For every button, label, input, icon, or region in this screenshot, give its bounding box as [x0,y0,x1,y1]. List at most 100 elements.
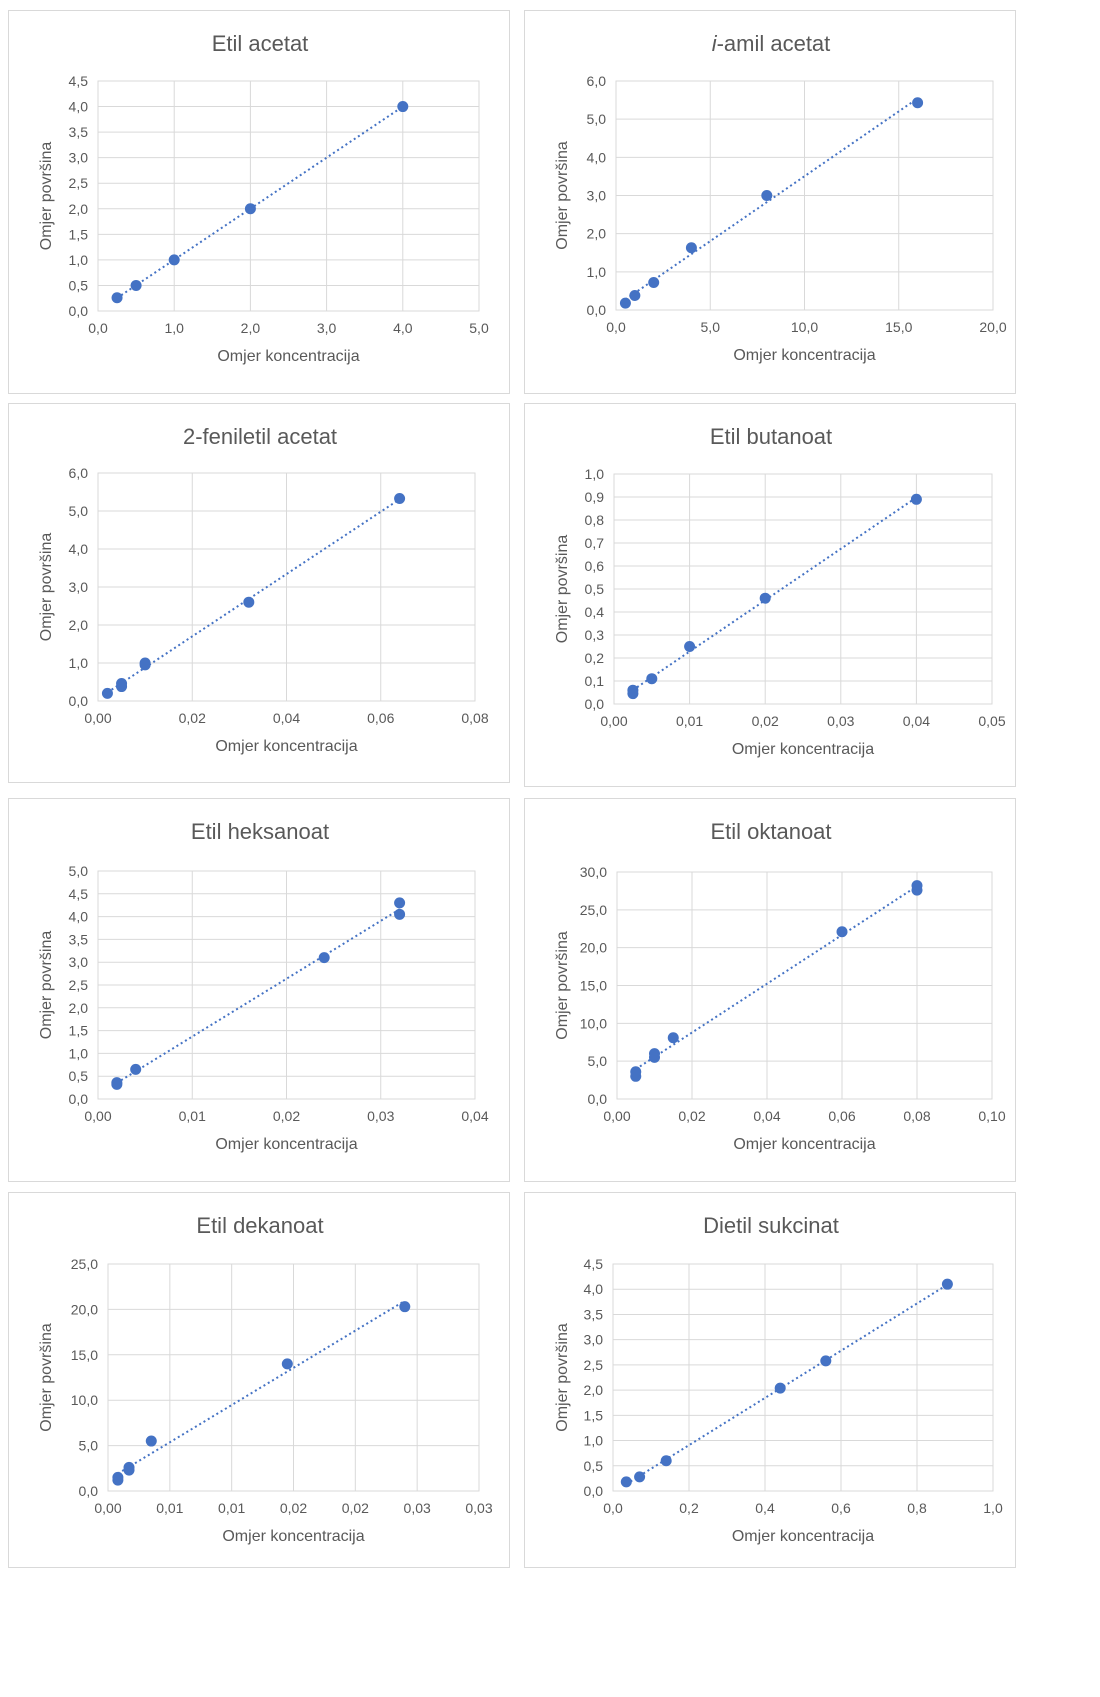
chart-panel: Dietil sukcinat 0,0 0,2 0,4 0,6 0,8 1,0 0,0 0,5 1… [524,1192,1016,1568]
x-tick-label: 0,08 [461,710,488,726]
data-point [634,1471,646,1483]
chart-panel: 2-feniletil acetat 0,00 0,02 0,04 0,06 0,08 0,… [8,403,510,783]
data-point [619,297,631,309]
x-axis-label: Omjer koncentracija [222,1528,364,1545]
x-tick-label: 0,01 [218,1500,245,1516]
y-tick-label: 0,0 [585,696,605,712]
y-axis-label: Omjer površina [554,931,571,1040]
chart-title: Etil heksanoat [191,819,329,844]
y-tick-label: 3,5 [69,124,89,140]
y-tick-label: 0,5 [585,581,605,597]
data-point [685,242,697,254]
y-tick-label: 2,0 [584,1382,604,1398]
data-point [646,673,658,685]
y-tick-label: 0,5 [584,1458,604,1474]
x-tick-label: 1,0 [164,320,184,336]
y-tick-label: 5,0 [79,1438,99,1454]
chart-panel: Etil oktanoat 0,00 0,02 0,04 0,06 0,08 0,10 0,0… [524,798,1016,1182]
chart-title-text: Etil oktanoat [710,819,831,844]
data-point [394,897,406,909]
y-tick-label: 5,0 [69,863,89,879]
x-tick-label: 1,0 [983,1500,1003,1516]
data-point [145,1435,157,1447]
data-point [244,203,256,215]
chart-svg: Etil butanoat 0,00 0,01 0,02 0,03 0,04 0,05 0,0… [554,424,1006,758]
data-point [911,880,923,892]
x-tick-label: 0,04 [753,1108,780,1124]
y-tick-label: 3,0 [69,954,89,970]
data-point [761,190,773,201]
x-tick-label: 0,02 [342,1500,369,1516]
data-point [620,1476,632,1488]
x-axis-label: Omjer koncentracija [733,347,875,364]
y-tick-label: 2,0 [587,226,607,242]
chart-title-text: Etil heksanoat [191,819,329,844]
y-tick-label: 0,1 [585,673,605,689]
y-tick-label: 0,0 [69,693,89,709]
chart-svg: Etil oktanoat 0,00 0,02 0,04 0,06 0,08 0,10 0,0… [554,819,1006,1153]
x-axis-label: Omjer koncentracija [732,741,874,758]
y-tick-label: 0,0 [587,302,607,318]
chart-panel: i-amil acetat 0,0 5,0 10,0 15,0 20,0 0,0 1,0 2,0… [524,10,1016,394]
trendline [625,1283,948,1485]
x-tick-label: 0,02 [179,710,206,726]
y-tick-label: 1,5 [69,226,89,242]
x-tick-label: 5,0 [469,320,489,336]
plot-area [97,870,476,1100]
x-tick-label: 0,02 [280,1500,307,1516]
chart-title: Etil butanoat [710,424,832,449]
y-tick-label: 3,5 [584,1306,604,1322]
plot-area [616,871,993,1100]
y-tick-label: 0,8 [585,512,605,528]
y-axis-label: Omjer površina [554,1323,571,1432]
x-tick-label: 0,01 [179,1108,206,1124]
y-tick-label: 3,0 [587,188,607,204]
x-tick-label: 0,02 [752,713,779,729]
chart-title: Dietil sukcinat [703,1213,839,1238]
y-tick-label: 2,5 [69,977,89,993]
y-tick-label: 20,0 [71,1301,98,1317]
y-tick-label: 0,4 [585,604,605,620]
plot-area [612,1263,994,1492]
x-tick-label: 0,03 [827,713,854,729]
y-tick-label: 1,0 [69,252,89,268]
trendline [116,105,404,299]
y-tick-label: 0,7 [585,535,605,551]
y-tick-label: 1,5 [584,1407,604,1423]
chart-panel: Etil heksanoat 0,00 0,01 0,02 0,03 0,04 0,0 0,5… [8,798,510,1182]
x-tick-label: 0,04 [461,1108,488,1124]
y-tick-label: 2,5 [69,175,89,191]
y-tick-label: 0,2 [585,650,605,666]
data-point [111,292,123,304]
data-point [774,1382,786,1394]
plot-area [615,80,994,311]
y-tick-label: 0,9 [585,489,605,505]
chart-panel: Etil dekanoat 0,00 0,01 0,01 0,02 0,02 0,03 0,0… [8,1192,510,1568]
x-tick-label: 0,0 [88,320,108,336]
data-point [101,687,113,699]
y-tick-label: 2,0 [69,201,89,217]
x-tick-label: 0,00 [84,1108,111,1124]
chart-title: Etil dekanoat [196,1213,323,1238]
x-tick-label: 0,04 [273,710,300,726]
x-tick-label: 0,04 [903,713,930,729]
data-point [116,678,128,690]
x-tick-label: 5,0 [701,319,721,335]
y-tick-label: 4,0 [69,541,89,557]
data-point [168,254,180,266]
data-point [660,1455,672,1467]
y-tick-label: 0,0 [588,1091,608,1107]
x-tick-label: 0,10 [978,1108,1005,1124]
y-axis-label: Omjer površina [38,142,55,251]
data-point [397,101,409,113]
x-tick-label: 0,6 [831,1500,851,1516]
y-tick-label: 3,5 [69,931,89,947]
y-tick-label: 25,0 [580,902,607,918]
y-tick-label: 20,0 [580,940,607,956]
x-tick-label: 0,00 [94,1500,121,1516]
x-tick-label: 0,2 [679,1500,699,1516]
x-axis-label: Omjer koncentracija [215,738,357,755]
x-tick-label: 0,00 [603,1108,630,1124]
y-tick-label: 30,0 [580,864,607,880]
y-axis-label: Omjer površina [38,1323,55,1432]
